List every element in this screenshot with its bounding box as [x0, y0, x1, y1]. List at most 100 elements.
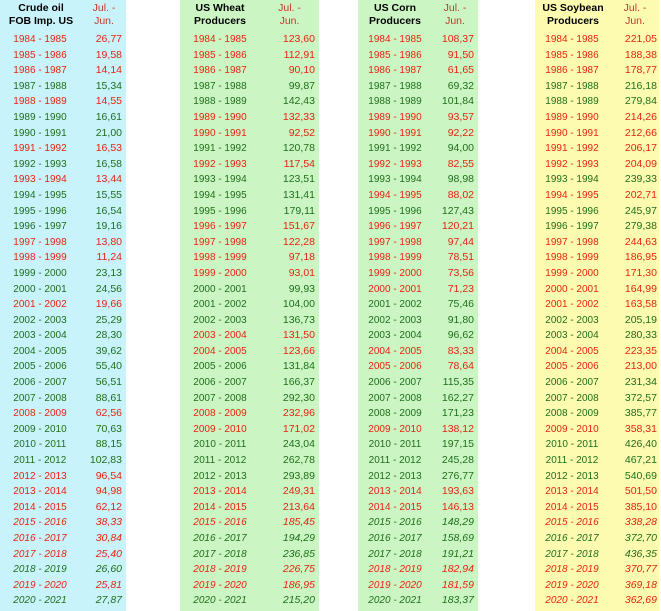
table-row: 1989 - 1990 93,57 [358, 110, 478, 126]
price-cell: 245,97 [624, 204, 657, 217]
price-cell: 467,21 [624, 454, 657, 467]
season-cell: 1985 - 1986 [13, 49, 67, 61]
price-cell: 19,58 [95, 48, 122, 61]
table-row: 2010 - 2011 88,15 [0, 437, 126, 453]
table-row: 2013 - 2014 501,50 [535, 484, 659, 500]
table-row: 2008 - 2009 385,77 [535, 406, 659, 422]
table-row: 2002 - 2003 136,73 [180, 313, 319, 329]
season-cell: 1998 - 1999 [13, 252, 67, 264]
season-cell: 2018 - 2019 [545, 564, 599, 576]
table-row: 1985 - 1986 112,91 [180, 48, 319, 64]
table-row: 1988 - 1989 14,55 [0, 94, 126, 110]
price-cell: 26,60 [95, 563, 122, 576]
price-cell: 25,29 [95, 313, 122, 326]
price-cell: 362,69 [624, 594, 657, 607]
table-row: 1984 - 1985 108,37 [358, 32, 478, 48]
price-cell: 171,23 [441, 407, 474, 420]
season-cell: 1997 - 1998 [368, 236, 422, 248]
season-cell: 1992 - 1993 [13, 158, 67, 170]
price-cell: 202,71 [624, 188, 657, 201]
season-cell: 2018 - 2019 [13, 564, 67, 576]
season-cell: 1999 - 2000 [545, 267, 599, 279]
table-row: 1996 - 1997 19,16 [0, 219, 126, 235]
season-cell: 2019 - 2020 [193, 579, 247, 591]
season-cell: 2014 - 2015 [368, 501, 422, 513]
price-cell: 112,91 [283, 48, 315, 61]
season-cell: 2020 - 2021 [368, 595, 422, 607]
season-cell: 1991 - 1992 [193, 143, 247, 155]
price-cell: 75,46 [447, 298, 474, 311]
price-cell: 14,14 [95, 64, 122, 77]
season-cell: 1997 - 1998 [193, 236, 247, 248]
table-row: 1991 - 1992 206,17 [535, 141, 659, 157]
season-cell: 2001 - 2002 [13, 299, 67, 311]
season-cell: 1997 - 1998 [13, 236, 67, 248]
price-cell: 93,57 [447, 110, 474, 123]
table-row: 2012 - 2013 293,89 [180, 469, 319, 485]
season-cell: 1986 - 1987 [368, 65, 422, 77]
season-cell: 1997 - 1998 [545, 236, 599, 248]
table-row: 2003 - 2004 280,33 [535, 328, 659, 344]
price-cell: 171,30 [624, 266, 657, 279]
table-row: 2019 - 2020 181,59 [358, 578, 478, 594]
season-cell: 2000 - 2001 [13, 283, 67, 295]
table-row: 2000 - 2001 164,99 [535, 282, 659, 298]
season-cell: 1989 - 1990 [368, 111, 422, 123]
table-row: 2009 - 2010 70,63 [0, 422, 126, 438]
price-cell: 91,50 [447, 48, 474, 61]
table-row: 2016 - 2017 194,29 [180, 531, 319, 547]
season-cell: 2019 - 2020 [545, 579, 599, 591]
wheat-title: US Wheat Producers [180, 2, 260, 28]
price-cell: 73,56 [447, 266, 474, 279]
price-cell: 249,31 [282, 485, 315, 498]
table-row: 2014 - 2015 385,10 [535, 500, 659, 516]
season-cell: 1984 - 1985 [193, 34, 247, 45]
price-cell: 136,73 [282, 313, 315, 326]
season-cell: 2003 - 2004 [193, 330, 247, 342]
wheat-table: US Wheat Producers Jul. - Jun. 1984 - 19… [180, 0, 319, 611]
table-row: 2015 - 2016 148,29 [358, 515, 478, 531]
table-row: 1985 - 1986 91,50 [358, 48, 478, 64]
table-row: 2017 - 2018 25,40 [0, 547, 126, 563]
corn-title: US Corn Producers [358, 2, 432, 28]
table-row: 1995 - 1996 179,11 [180, 204, 319, 220]
season-cell: 1987 - 1988 [545, 80, 599, 92]
table-row: 1989 - 1990 214,26 [535, 110, 659, 126]
table-row: 2011 - 2012 467,21 [535, 453, 659, 469]
corn-table: US Corn Producers Jul. - Jun. 1984 - 198… [358, 0, 478, 611]
price-cell: 71,23 [447, 282, 474, 295]
price-cell: 122,28 [282, 235, 315, 248]
season-cell: 2015 - 2016 [545, 517, 599, 529]
soybean-header: US Soybean Producers Jul. - Jun. [535, 0, 659, 32]
title-line-1: US Soybean [542, 2, 604, 14]
season-cell: 2005 - 2006 [193, 361, 247, 373]
period-line-2: Jun. [279, 15, 300, 27]
season-cell: 1992 - 1993 [368, 158, 422, 170]
table-row: 2001 - 2002 163,58 [535, 297, 659, 313]
season-cell: 1994 - 1995 [545, 189, 599, 201]
season-cell: 1988 - 1989 [13, 96, 67, 108]
season-cell: 2009 - 2010 [545, 423, 599, 435]
price-cell: 178,77 [624, 64, 657, 77]
price-cell: 82,55 [447, 157, 474, 170]
season-cell: 2014 - 2015 [545, 501, 599, 513]
season-cell: 1991 - 1992 [368, 143, 422, 155]
season-cell: 2004 - 2005 [13, 345, 67, 357]
price-cell: 98,98 [447, 173, 474, 186]
season-cell: 2001 - 2002 [545, 299, 599, 311]
price-cell: 179,11 [283, 204, 315, 217]
price-cell: 540,69 [624, 469, 657, 482]
price-cell: 78,51 [447, 251, 474, 264]
price-cell: 26,77 [95, 33, 122, 45]
table-row: 1984 - 1985 26,77 [0, 32, 126, 48]
season-cell: 2020 - 2021 [545, 595, 599, 607]
table-row: 2020 - 2021 362,69 [535, 593, 659, 609]
price-cell: 226,75 [282, 563, 315, 576]
table-row: 2007 - 2008 292,30 [180, 391, 319, 407]
table-row: 2002 - 2003 205,19 [535, 313, 659, 329]
price-cell: 99,87 [288, 79, 315, 92]
price-cell: 56,51 [95, 376, 122, 389]
price-cell: 70,63 [95, 422, 122, 435]
season-cell: 2013 - 2014 [368, 486, 422, 498]
wheat-period: Jul. - Jun. [260, 2, 319, 28]
